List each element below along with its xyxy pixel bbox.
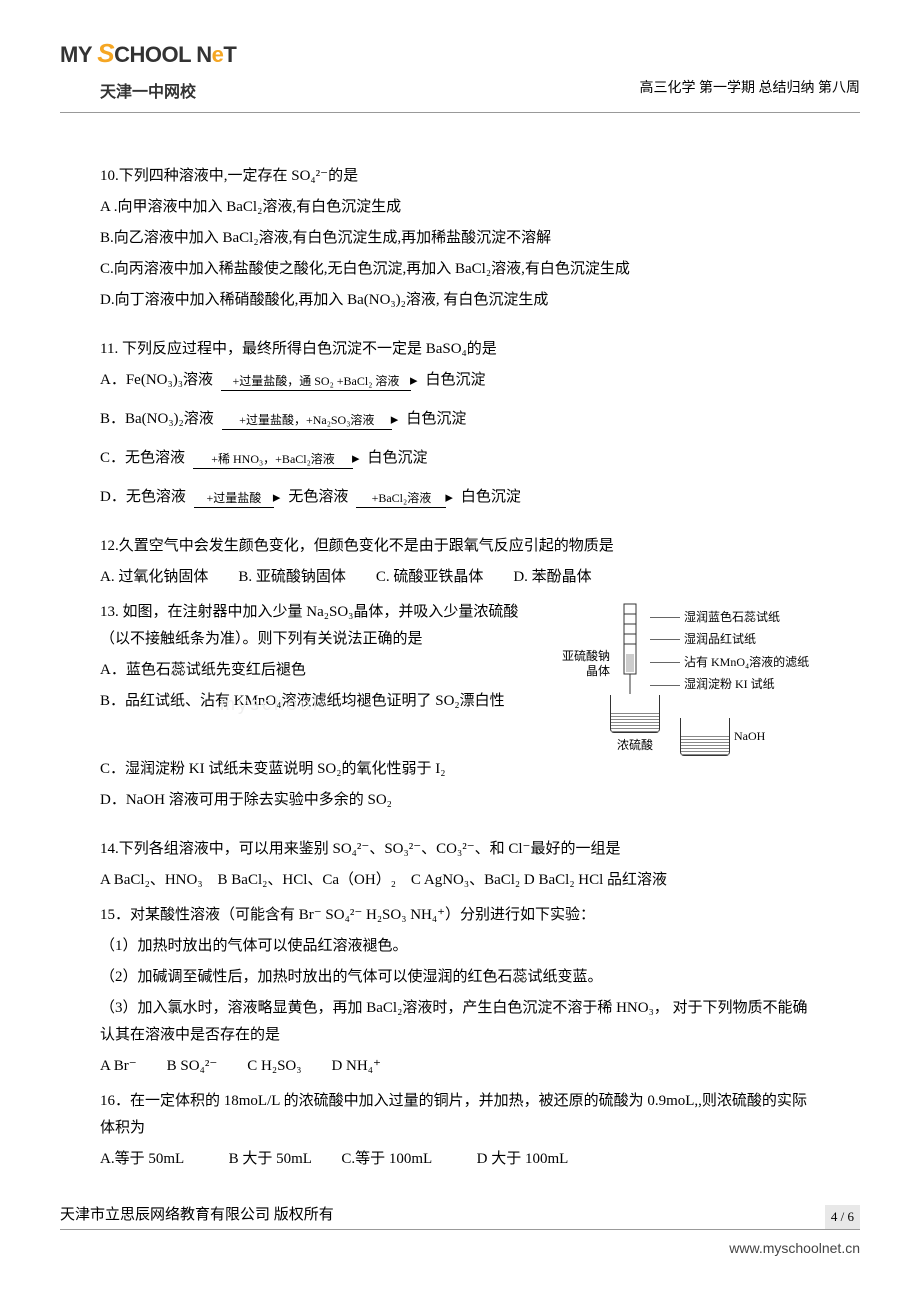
choice-c: C．无色溶液 +稀 HNO₃，+BaCl₂溶液 ▸ 白色沉淀 — [100, 445, 820, 472]
question-13: 13. 如图，在注射器中加入少量 Na₂SO₃晶体，并吸入少量浓硫酸（以不接触纸… — [100, 599, 820, 815]
choice-d: D．无色溶液 +过量盐酸 ▸ 无色溶液 +BaCl₂溶液 ▸ 白色沉淀 — [100, 484, 820, 511]
choice-a: A．蓝色石蕊试纸先变红后褪色 — [100, 657, 540, 684]
choice-d: D.向丁溶液中加入稀硝酸酸化,再加入 Ba(NO₃)₂溶液, 有白色沉淀生成 — [100, 287, 820, 314]
content: 10.下列四种溶液中,一定存在 SO₄²⁻的是 A .向甲溶液中加入 BaCl₂… — [60, 163, 860, 1174]
reaction-arrow: +过量盐酸，+Na₂SO₃溶液 ▸ — [222, 407, 399, 432]
logo-text: T — [223, 42, 236, 67]
choice-b: B.向乙溶液中加入 BaCl₂溶液,有白色沉淀生成,再加稀盐酸沉淀不溶解 — [100, 225, 820, 252]
figure-label: 沾有 KMnO₄溶液的滤纸 — [650, 652, 809, 674]
page-footer: 天津市立思辰网络教育有限公司 版权所有 4 / 6 www.myschoolne… — [60, 1202, 860, 1261]
figure-left-label: 亚硫酸钠晶体 — [560, 599, 610, 680]
choice-suffix: 白色沉淀 — [461, 484, 521, 511]
question-stem: 10.下列四种溶液中,一定存在 SO₄²⁻的是 — [100, 163, 820, 190]
arrow-label: +过量盐酸，通 SO₂ +BaCl₂ 溶液 — [221, 374, 411, 391]
beaker-label: 浓硫酸 — [617, 735, 653, 757]
choice-suffix: 白色沉淀 — [406, 406, 466, 433]
choice-a: A .向甲溶液中加入 BaCl₂溶液,有白色沉淀生成 — [100, 194, 820, 221]
question-stem: 15．对某酸性溶液（可能含有 Br⁻ SO₄²⁻ H₂SO₃ NH₄⁺）分别进行… — [100, 902, 820, 929]
question-stem: 12.久置空气中会发生颜色变化，但颜色变化不是由于跟氧气反应引起的物质是 — [100, 533, 820, 560]
beaker-label: NaOH — [734, 726, 765, 748]
logo-text: MY — [60, 42, 97, 67]
figure-label: 湿润品红试纸 — [650, 629, 809, 651]
q15-line3: （3）加入氯水时，溶液略显黄色，再加 BaCl₂溶液时，产生白色沉淀不溶于稀 H… — [100, 995, 820, 1049]
logo-accent: S — [97, 38, 114, 68]
beaker-icon — [610, 695, 660, 733]
page-header: MY SCHOOL NeT 天津一中网校 高三化学 第一学期 总结归纳 第八周 — [60, 30, 860, 113]
question-12: 12.久置空气中会发生颜色变化，但颜色变化不是由于跟氧气反应引起的物质是 A. … — [100, 533, 820, 591]
q15-line1: （1）加热时放出的气体可以使品红溶液褪色。 — [100, 933, 820, 960]
question-stem: 11. 下列反应过程中，最终所得白色沉淀不一定是 BaSO₄的是 — [100, 336, 820, 363]
choice-a: A．Fe(NO₃)₃溶液 +过量盐酸，通 SO₂ +BaCl₂ 溶液 ▸ 白色沉… — [100, 367, 820, 394]
reaction-arrow: +稀 HNO₃，+BaCl₂溶液 ▸ — [193, 446, 360, 471]
choice-prefix: A．Fe(NO₃)₃溶液 — [100, 367, 213, 394]
logo-subtitle: 天津一中网校 — [100, 79, 236, 108]
question-11: 11. 下列反应过程中，最终所得白色沉淀不一定是 BaSO₄的是 A．Fe(NO… — [100, 336, 820, 511]
choice-b: B．品红试纸、沾有 KMnO₄溶液滤纸均褪色证明了 SO₂漂白性 — [100, 688, 540, 715]
choice-mid: 无色溶液 — [288, 484, 348, 511]
q13-figure: 亚硫酸钠晶体 湿润蓝色石蕊试纸 湿润品红试纸 沾有 KMnO₄溶液的滤纸 — [560, 599, 820, 757]
arrow-head-icon: ▸ — [410, 368, 418, 395]
question-16: 16．在一定体积的 18moL/L 的浓硫酸中加入过量的铜片，并加热，被还原的硫… — [100, 1088, 820, 1173]
choice-prefix: B．Ba(NO₃)₂溶液 — [100, 406, 214, 433]
reaction-arrow: +过量盐酸 ▸ — [194, 485, 281, 510]
footer-divider — [60, 1229, 860, 1230]
beaker-icon — [680, 718, 730, 756]
logo-text: CHOOL N — [114, 42, 212, 67]
choices-inline: A.等于 50mL B 大于 50mL C.等于 100mL D 大于 100m… — [100, 1146, 820, 1173]
question-15: 15．对某酸性溶液（可能含有 Br⁻ SO₄²⁻ H₂SO₃ NH₄⁺）分别进行… — [100, 902, 820, 1080]
arrow-head-icon: ▸ — [352, 446, 360, 473]
copyright: 天津市立思辰网络教育有限公司 版权所有 — [60, 1202, 334, 1229]
apparatus: 浓硫酸 NaOH — [610, 695, 820, 757]
logo-top: MY SCHOOL NeT — [60, 30, 236, 77]
choice-c: C．湿润淀粉 KI 试纸未变蓝说明 SO₂的氧化性弱于 I₂ — [100, 756, 820, 783]
question-10: 10.下列四种溶液中,一定存在 SO₄²⁻的是 A .向甲溶液中加入 BaCl₂… — [100, 163, 820, 314]
syringe-icon — [610, 599, 650, 699]
arrow-head-icon: ▸ — [445, 485, 453, 512]
logo: MY SCHOOL NeT 天津一中网校 — [60, 30, 236, 108]
q15-line2: （2）加碱调至碱性后，加热时放出的气体可以使湿润的红色石蕊试纸变蓝。 — [100, 964, 820, 991]
reaction-arrow: +过量盐酸，通 SO₂ +BaCl₂ 溶液 ▸ — [221, 368, 418, 393]
choices-inline: A Br⁻ B SO₄²⁻ C H₂SO₃ D NH₄⁺ — [100, 1053, 820, 1080]
arrow-head-icon: ▸ — [273, 485, 281, 512]
choice-d: D．NaOH 溶液可用于除去实验中多余的 SO₂ — [100, 787, 820, 814]
choice-suffix: 白色沉淀 — [368, 445, 428, 472]
choices-inline: A. 过氧化钠固体 B. 亚硫酸钠固体 C. 硫酸亚铁晶体 D. 苯酚晶体 — [100, 564, 820, 591]
choice-c: C.向丙溶液中加入稀盐酸使之酸化,无白色沉淀,再加入 BaCl₂溶液,有白色沉淀… — [100, 256, 820, 283]
choice-suffix: 白色沉淀 — [425, 367, 485, 394]
question-stem: 13. 如图，在注射器中加入少量 Na₂SO₃晶体，并吸入少量浓硫酸（以不接触纸… — [100, 599, 540, 653]
choice-prefix: D．无色溶液 — [100, 484, 186, 511]
arrow-label: +过量盐酸，+Na₂SO₃溶液 — [222, 413, 392, 430]
logo-accent: e — [212, 42, 224, 67]
question-stem: 14.下列各组溶液中，可以用来鉴别 SO₄²⁻、SO₃²⁻、CO₃²⁻、和 Cl… — [100, 836, 820, 863]
choice-prefix: C．无色溶液 — [100, 445, 185, 472]
arrow-head-icon: ▸ — [391, 407, 399, 434]
arrow-label: +稀 HNO₃，+BaCl₂溶液 — [193, 452, 353, 469]
question-14: 14.下列各组溶液中，可以用来鉴别 SO₄²⁻、SO₃²⁻、CO₃²⁻、和 Cl… — [100, 836, 820, 894]
arrow-label: +过量盐酸 — [194, 491, 274, 508]
q13-text: 13. 如图，在注射器中加入少量 Na₂SO₃晶体，并吸入少量浓硫酸（以不接触纸… — [100, 599, 540, 757]
question-stem: 16．在一定体积的 18moL/L 的浓硫酸中加入过量的铜片，并加热，被还原的硫… — [100, 1088, 820, 1142]
header-title: 高三化学 第一学期 总结归纳 第八周 — [640, 76, 861, 107]
choices-inline: A BaCl₂、HNO₃ B BaCl₂、HCl、Ca（OH）₂ C AgNO₃… — [100, 867, 820, 894]
arrow-label: +BaCl₂溶液 — [356, 491, 446, 508]
choice-b: B．Ba(NO₃)₂溶液 +过量盐酸，+Na₂SO₃溶液 ▸ 白色沉淀 — [100, 406, 820, 433]
page-number: 4 / 6 — [825, 1205, 860, 1228]
footer-url: www.myschoolnet.cn — [60, 1236, 860, 1261]
figure-label: 湿润蓝色石蕊试纸 — [650, 607, 809, 629]
reaction-arrow: +BaCl₂溶液 ▸ — [356, 485, 453, 510]
figure-label: 湿润淀粉 KI 试纸 — [650, 674, 809, 696]
